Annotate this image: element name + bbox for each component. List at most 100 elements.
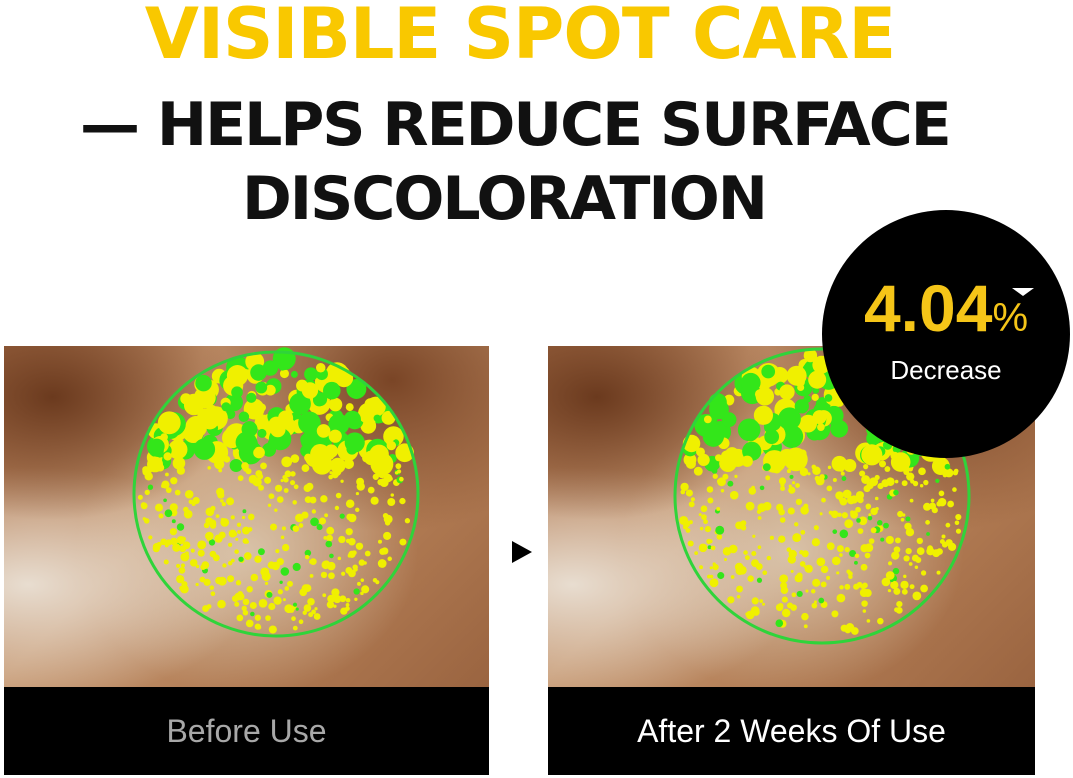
spot-mark — [854, 560, 858, 565]
spot-mark — [266, 591, 273, 598]
spot-mark — [243, 552, 252, 560]
spot-mark — [383, 473, 393, 483]
spot-mark — [292, 500, 297, 505]
spot-mark — [862, 582, 868, 589]
spot-mark — [315, 363, 326, 373]
spot-mark — [844, 583, 851, 590]
spot-mark — [893, 588, 900, 594]
spot-mark — [347, 553, 352, 558]
spot-mark — [260, 567, 270, 577]
spot-mark — [707, 574, 711, 579]
spot-mark — [779, 574, 789, 584]
spot-mark — [920, 584, 928, 593]
percent-sign: % — [992, 296, 1029, 340]
spot-mark — [203, 578, 211, 586]
spot-mark — [786, 547, 792, 552]
spot-mark — [945, 522, 951, 528]
spot-mark — [860, 544, 869, 553]
spot-mark — [195, 564, 200, 569]
spot-mark — [747, 575, 754, 582]
spot-mark — [231, 595, 239, 602]
spot-mark — [290, 454, 300, 463]
spot-analysis-overlay — [132, 347, 420, 638]
spot-mark — [811, 464, 817, 470]
spot-mark — [234, 601, 240, 607]
spot-mark — [905, 547, 912, 555]
spot-mark — [282, 598, 286, 602]
spot-mark — [944, 463, 951, 470]
spot-mark — [165, 487, 172, 494]
spot-mark — [893, 546, 901, 553]
spot-mark — [786, 469, 791, 474]
spot-mark — [855, 491, 865, 500]
spot-mark — [699, 565, 703, 570]
spot-mark — [894, 537, 901, 544]
spot-mark — [246, 586, 253, 593]
spot-mark — [172, 543, 181, 552]
spot-mark — [709, 578, 719, 588]
spot-mark — [897, 510, 904, 518]
spot-mark — [338, 535, 346, 544]
spot-mark — [222, 563, 227, 568]
spot-mark — [839, 585, 844, 590]
spot-mark — [345, 606, 350, 611]
spot-mark — [352, 569, 356, 574]
spot-mark — [852, 510, 857, 515]
spot-mark — [698, 513, 702, 517]
spot-mark — [149, 438, 165, 455]
spot-mark — [893, 489, 899, 496]
decrease-number: 4.04 — [863, 271, 993, 345]
spot-mark — [820, 398, 827, 405]
spot-mark — [148, 535, 153, 540]
spot-mark — [276, 496, 284, 503]
spot-mark — [304, 549, 312, 557]
spot-mark — [290, 471, 296, 477]
spot-mark — [253, 446, 265, 459]
spot-mark — [281, 456, 293, 468]
spot-mark — [257, 548, 265, 556]
spot-mark — [795, 498, 803, 506]
spot-mark — [778, 407, 801, 431]
spot-mark — [861, 475, 870, 484]
spot-mark — [781, 596, 788, 603]
spot-mark — [226, 497, 235, 506]
spot-mark — [952, 487, 957, 492]
spot-mark — [328, 397, 343, 412]
spot-mark — [245, 540, 249, 544]
after-caption: After 2 Weeks Of Use — [548, 687, 1035, 775]
spot-mark — [828, 510, 833, 515]
spot-mark — [241, 462, 249, 470]
spot-mark — [941, 541, 948, 548]
spot-mark — [206, 604, 212, 609]
spot-mark — [682, 520, 691, 528]
spot-mark — [779, 517, 786, 523]
spot-mark — [334, 505, 340, 511]
spot-mark — [790, 604, 797, 611]
spot-mark — [249, 601, 257, 609]
spot-mark — [399, 538, 407, 546]
spot-mark — [372, 473, 379, 480]
spot-mark — [220, 499, 224, 503]
spot-mark — [874, 474, 880, 481]
spot-mark — [694, 551, 698, 555]
spot-mark — [831, 610, 839, 618]
spot-mark — [355, 491, 360, 496]
spot-mark — [803, 348, 818, 363]
spot-mark — [274, 508, 278, 512]
spot-mark — [930, 498, 935, 503]
spot-mark — [685, 489, 693, 497]
spot-mark — [699, 526, 704, 531]
spot-mark — [284, 470, 292, 478]
spot-mark — [260, 462, 267, 470]
spot-mark — [307, 597, 315, 606]
spot-mark — [254, 414, 271, 431]
spot-mark — [753, 609, 757, 613]
spot-mark — [856, 518, 861, 523]
spot-mark — [775, 619, 784, 628]
spot-mark — [912, 591, 922, 601]
spot-mark — [212, 554, 220, 562]
spot-mark — [839, 529, 849, 539]
spot-mark — [227, 575, 235, 583]
spot-mark — [337, 556, 342, 561]
spot-mark — [343, 458, 354, 470]
